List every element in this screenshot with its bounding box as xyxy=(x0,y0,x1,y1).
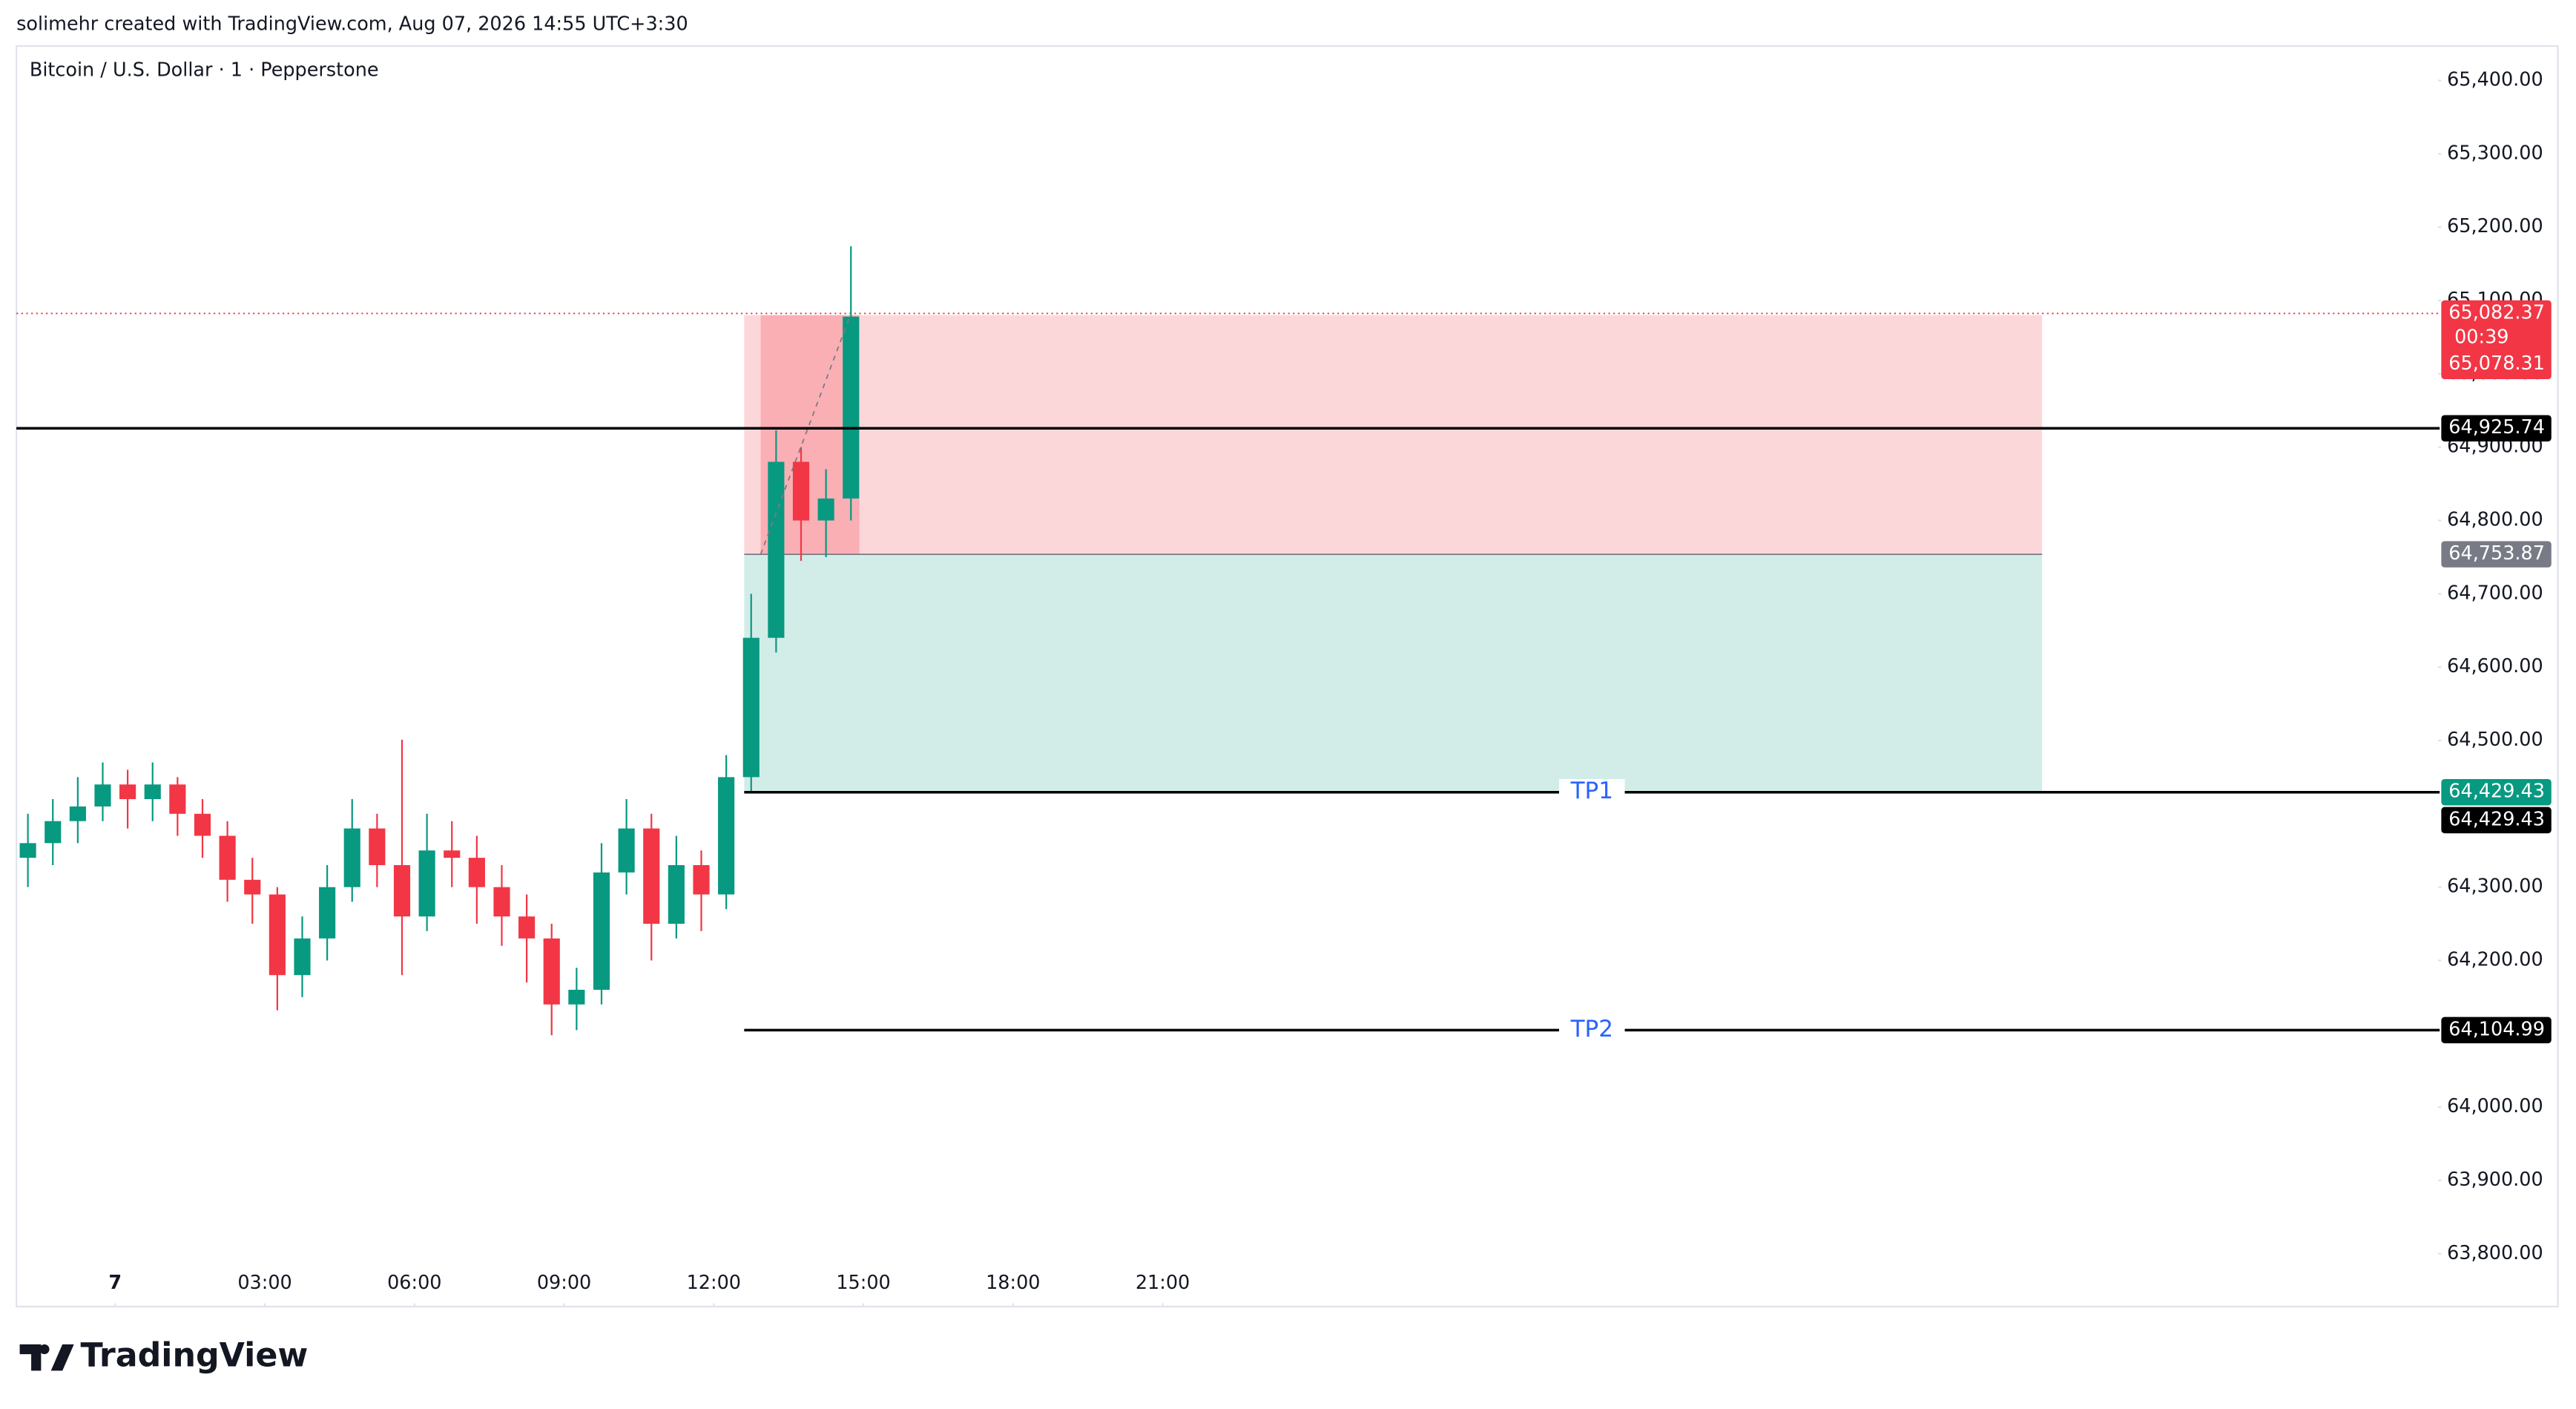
x-tick-label: 7 xyxy=(108,1272,122,1294)
candle-body xyxy=(319,887,336,939)
entry-badge: 64,753.87 xyxy=(2448,542,2545,565)
candle-body xyxy=(718,777,735,895)
x-tick-label: 21:00 xyxy=(1136,1272,1190,1294)
stop-zone xyxy=(744,315,2043,555)
candle-body xyxy=(144,784,161,800)
line-price-badge-bg xyxy=(2441,415,2552,441)
y-tick-label: 64,600.00 xyxy=(2447,655,2543,677)
x-tick-label: 09:00 xyxy=(537,1272,591,1294)
candle-body xyxy=(343,828,360,887)
candle-body xyxy=(618,828,635,873)
y-tick-label: 63,900.00 xyxy=(2447,1169,2543,1191)
candle-body xyxy=(768,462,785,638)
candle-body xyxy=(543,938,560,1005)
candle-body xyxy=(817,498,834,521)
target-badge: 64,429.43 xyxy=(2448,781,2545,803)
line-label: TP2 xyxy=(1570,1016,1613,1042)
candle-body xyxy=(393,864,411,917)
logo-text: TradingView xyxy=(81,1337,309,1375)
line-price-badge-bg xyxy=(2441,807,2552,834)
target-badge-bg xyxy=(2441,779,2552,806)
candle-body xyxy=(742,637,760,778)
y-tick-label: 65,200.00 xyxy=(2447,215,2543,237)
candle-body xyxy=(19,843,36,858)
candle-body xyxy=(294,938,311,976)
line-price-badge: 64,104.99 xyxy=(2448,1018,2545,1040)
header: solimehr created with TradingView.com, A… xyxy=(16,13,688,35)
candle-body xyxy=(518,916,536,939)
x-tick-label: 03:00 xyxy=(237,1272,291,1294)
line-price-badge: 64,925.74 xyxy=(2448,416,2545,439)
line-price-badge-bg xyxy=(2441,1016,2552,1044)
candle-body xyxy=(169,784,186,814)
target-zone xyxy=(744,554,2043,792)
x-tick-label: 15:00 xyxy=(836,1272,890,1294)
y-tick-label: 64,200.00 xyxy=(2447,948,2543,970)
candle-body xyxy=(219,835,236,880)
candle-body xyxy=(69,806,86,821)
line-label-bg xyxy=(1558,779,1625,806)
x-tick-label: 12:00 xyxy=(687,1272,741,1294)
plot: 65,400.0065,300.0065,200.0065,100.0065,0… xyxy=(16,69,2552,1307)
y-tick-label: 64,000.00 xyxy=(2447,1095,2543,1117)
chart-title: Bitcoin / U.S. Dollar · 1 · Pepperstone xyxy=(30,59,379,81)
close-price: 65,078.31 xyxy=(2448,352,2545,375)
x-tick-label: 18:00 xyxy=(986,1272,1040,1294)
candle-body xyxy=(792,462,810,521)
candle-body xyxy=(693,864,710,895)
candle-body xyxy=(643,828,660,924)
candle-body xyxy=(94,784,111,807)
y-tick-label: 64,300.00 xyxy=(2447,876,2543,898)
y-tick-label: 64,800.00 xyxy=(2447,508,2543,531)
position-trace xyxy=(760,313,852,555)
countdown: 00:39 xyxy=(2454,326,2509,349)
candle-body xyxy=(593,872,610,990)
frame xyxy=(16,45,2559,1308)
line-price-badge: 64,429.43 xyxy=(2448,808,2545,830)
last-price-badge-bg xyxy=(2441,300,2552,380)
entry-badge-bg xyxy=(2441,541,2552,568)
y-tick-label: 64,500.00 xyxy=(2447,729,2543,751)
y-tick-label: 64,700.00 xyxy=(2447,582,2543,604)
candle-body xyxy=(369,828,386,865)
candle-body xyxy=(668,864,685,924)
y-tick-label: 65,400.00 xyxy=(2447,69,2543,91)
candle-body xyxy=(468,858,485,887)
candle-body xyxy=(119,784,136,800)
candle-body xyxy=(493,887,510,917)
line-label-bg xyxy=(1558,1016,1625,1044)
candle-body xyxy=(444,850,461,858)
last-price: 65,082.37 xyxy=(2448,301,2545,323)
candle-body xyxy=(269,894,286,976)
candle-body xyxy=(843,316,860,499)
y-tick-label: 63,800.00 xyxy=(2447,1242,2543,1264)
x-tick-label: 06:00 xyxy=(387,1272,441,1294)
candle-body xyxy=(244,879,261,895)
candle-body xyxy=(45,821,62,844)
candle-body xyxy=(418,850,435,917)
candle-body xyxy=(194,813,211,836)
y-tick-label: 65,300.00 xyxy=(2447,142,2543,164)
candle-body xyxy=(568,989,585,1005)
logo: TradingView xyxy=(19,1337,309,1375)
line-label: TP1 xyxy=(1570,778,1613,804)
logo-icon xyxy=(19,1344,74,1371)
